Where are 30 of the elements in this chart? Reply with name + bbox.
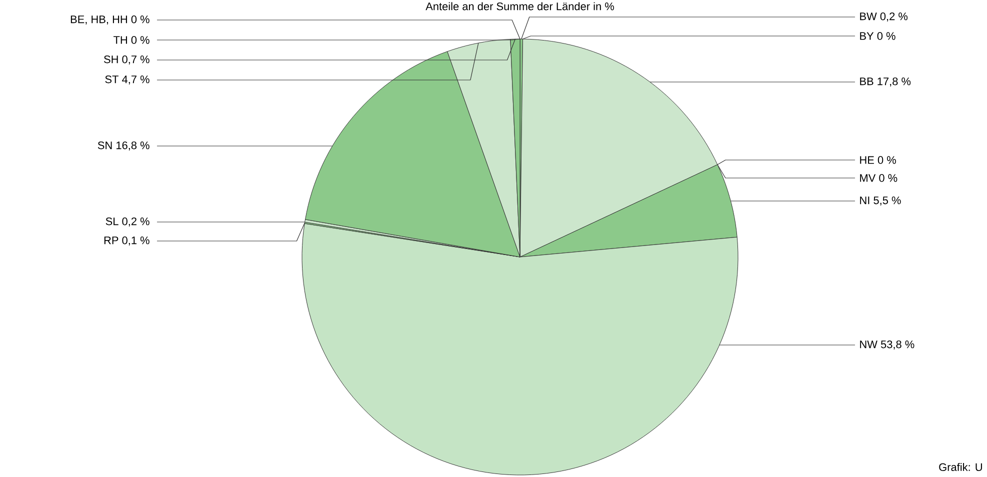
- data-label: 5,5 %: [874, 196, 901, 206]
- data-label: 4,7 %: [122, 76, 150, 85]
- slice-label: ST: [105, 75, 118, 84]
- slice-label: BW: [860, 12, 877, 20]
- slice-label: BB: [860, 78, 874, 86]
- data-label: 0,7 %: [122, 55, 150, 65]
- slice-label: RP: [104, 236, 118, 244]
- data-label: 0,2 %: [122, 217, 150, 227]
- text: 0 %: [877, 32, 896, 40]
- slice-label: NW: [860, 340, 878, 348]
- category-label: TH: [114, 36, 127, 44]
- category-label: BY: [860, 32, 874, 40]
- text: 0 %: [131, 36, 150, 44]
- data-label: 0,1 %: [122, 236, 150, 246]
- data-label: 17,8 %: [878, 77, 911, 87]
- data-label: 53,8 %: [880, 340, 914, 350]
- text: 0 %: [879, 174, 898, 182]
- data-label: 16,8 %: [116, 141, 150, 151]
- text: 0 %: [131, 15, 150, 24]
- slice-label: SL: [106, 217, 118, 226]
- chart-title: Anteile an der Summe der Länder in %: [426, 2, 614, 10]
- category-label: BE, HB, HH: [70, 16, 127, 25]
- data-label: 0,2 %: [880, 12, 908, 22]
- text: Grafik: U: [939, 462, 982, 472]
- slice-label: SN: [98, 141, 112, 150]
- slice-label: SH: [104, 55, 118, 64]
- category-label: MV: [860, 174, 876, 182]
- category-label: HE: [860, 156, 874, 164]
- text: 0 %: [878, 156, 896, 164]
- slice-label: NI: [860, 196, 870, 204]
